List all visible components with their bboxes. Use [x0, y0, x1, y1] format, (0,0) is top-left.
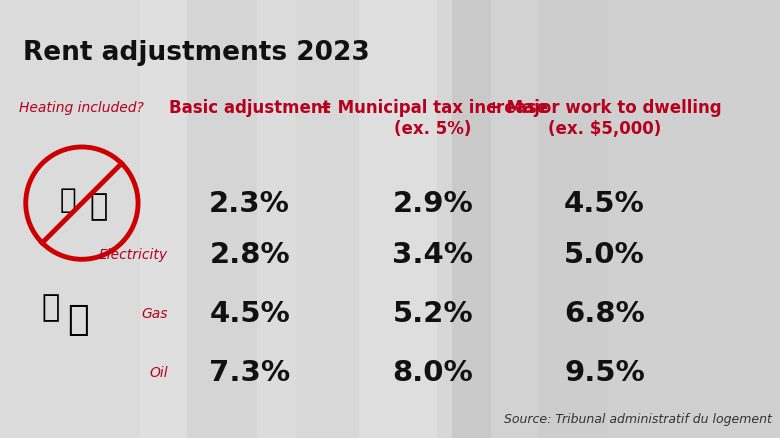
- Bar: [187, 0, 257, 438]
- Text: 3.4%: 3.4%: [392, 240, 473, 268]
- Text: Rent adjustments 2023: Rent adjustments 2023: [23, 39, 370, 65]
- Bar: [437, 0, 491, 438]
- Bar: [359, 0, 437, 438]
- Text: 🔥: 🔥: [59, 185, 76, 213]
- Bar: [140, 0, 187, 438]
- Text: Heating included?: Heating included?: [20, 100, 144, 114]
- Text: 🌡: 🌡: [90, 191, 108, 220]
- Text: 5.2%: 5.2%: [392, 299, 473, 327]
- Text: 7.3%: 7.3%: [209, 358, 290, 386]
- Bar: [491, 0, 538, 438]
- Text: Source: Tribunal administratif du logement: Source: Tribunal administratif du logeme…: [505, 412, 772, 425]
- Text: 2.8%: 2.8%: [209, 240, 290, 268]
- Bar: [538, 0, 608, 438]
- Text: 6.8%: 6.8%: [564, 299, 645, 327]
- Text: 🔥: 🔥: [41, 292, 60, 321]
- Bar: [296, 0, 359, 438]
- FancyBboxPatch shape: [0, 0, 452, 438]
- Text: Basic adjustment: Basic adjustment: [168, 99, 331, 117]
- Text: + Major work to dwelling
(ex. $5,000): + Major work to dwelling (ex. $5,000): [488, 99, 722, 137]
- Text: 2.3%: 2.3%: [209, 190, 290, 218]
- Text: Electricity: Electricity: [98, 247, 168, 261]
- Text: 8.0%: 8.0%: [392, 358, 473, 386]
- Text: 4.5%: 4.5%: [209, 299, 290, 327]
- Text: 5.0%: 5.0%: [564, 240, 645, 268]
- Text: 🌡: 🌡: [67, 303, 89, 337]
- Text: 9.5%: 9.5%: [564, 358, 645, 386]
- Bar: [257, 0, 296, 438]
- Text: 2.9%: 2.9%: [392, 190, 473, 218]
- Text: Oil: Oil: [149, 365, 168, 379]
- Text: Gas: Gas: [141, 306, 168, 320]
- Text: + Municipal tax increase
(ex. 5%): + Municipal tax increase (ex. 5%): [318, 99, 548, 137]
- Text: 4.5%: 4.5%: [564, 190, 645, 218]
